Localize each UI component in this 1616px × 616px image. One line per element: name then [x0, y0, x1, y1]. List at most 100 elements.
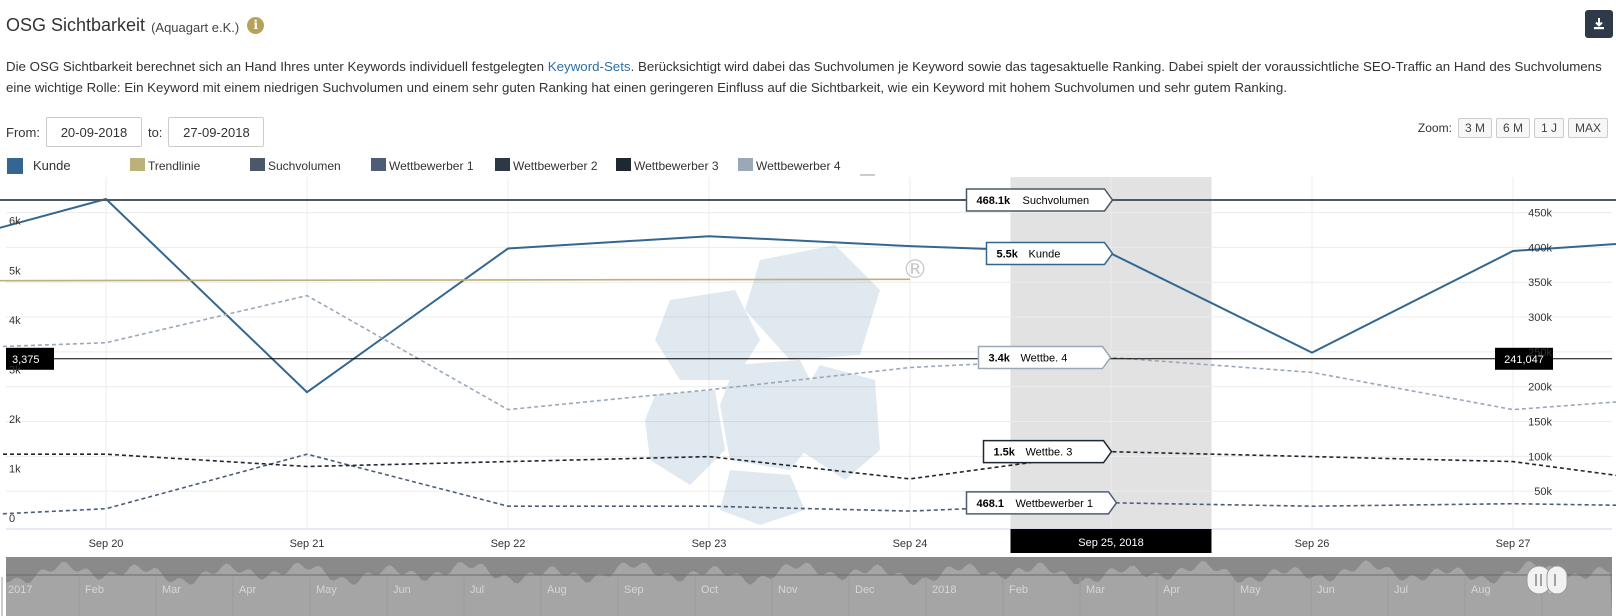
navigator-label: Mar [162, 584, 181, 596]
y-right-tick-label: 150k [1528, 417, 1552, 429]
legend-label: Trendlinie [148, 159, 201, 173]
x-tick-label: Sep 27 [1496, 538, 1531, 550]
legend-label: Suchvolumen [268, 159, 341, 173]
keyword-sets-link[interactable]: Keyword-Sets [547, 59, 631, 74]
tooltip-label: Wettbe. 3 [1026, 447, 1073, 459]
x-tick-label: Sep 23 [692, 538, 727, 550]
selected-date-label: Sep 25, 2018 [1078, 537, 1143, 549]
navigator-label: Jul [1394, 584, 1408, 596]
navigator-label: Feb [85, 584, 104, 596]
tooltip-value: 5.5k [997, 249, 1019, 261]
y-right-tick-label: 400k [1528, 242, 1552, 254]
y-right-tick-label: 300k [1528, 312, 1552, 324]
watermark-shape [720, 470, 805, 525]
tooltip-value: 468.1k [977, 195, 1012, 207]
legend-item-kunde[interactable]: Kunde [7, 158, 71, 174]
legend-swatch [7, 158, 23, 174]
watermark-shape [645, 390, 725, 485]
legend-item-suchvolumen[interactable]: Suchvolumen [250, 158, 341, 173]
crosshair-left-label: 3,375 [12, 354, 40, 366]
tooltip-box [985, 241, 1114, 266]
series-line-wettbewerber-4 [0, 294, 1616, 411]
plot-background [6, 150, 1612, 550]
tooltip-label: Kunde [1029, 249, 1061, 261]
navigator-label: Mar [1086, 584, 1105, 596]
legend-label: Wettbewerber 2 [513, 159, 598, 173]
info-icon[interactable]: i [247, 16, 265, 34]
navigator-label: Feb [1009, 584, 1028, 596]
navigator-label: 2017 [8, 584, 32, 596]
download-button[interactable] [1585, 10, 1613, 38]
series-line-kunde [0, 197, 1616, 394]
tooltip-label: Wettbewerber 1 [1016, 498, 1093, 510]
navigator-handle-right [1546, 565, 1568, 595]
tooltip-box [977, 345, 1112, 370]
tooltip-value: 1.5k [994, 447, 1016, 459]
zoom-6m-button[interactable]: 6 M [1495, 118, 1530, 138]
tooltip-label: Wettbe. 4 [1021, 353, 1068, 365]
to-date-input[interactable] [168, 117, 265, 147]
y-left-tick-label: 0 [9, 513, 15, 525]
y-right-tick-label: 100k [1528, 451, 1552, 463]
crosshair-right-label: 241,047 [1504, 354, 1544, 366]
chart-header: OSG Sichtbarkeit (Aquagart e.K.) i [6, 10, 265, 40]
tooltip-suchvolumen: 468.1k Suchvolumen [965, 188, 1114, 212]
visibility-chart: ® 3,375 241,047 0 1k 2k 3k 4k 5k 6k 50k 100k 150k 200… [0, 150, 1616, 616]
navigator-label: May [1240, 584, 1261, 596]
y-left-tick-label: 3k [9, 364, 21, 376]
navigator-series-area [6, 560, 1612, 616]
zoom-1j-button[interactable]: 1 J [1533, 118, 1564, 138]
navigator-label: Nov [778, 584, 798, 596]
series-line-wettbewerber-3 [0, 450, 1616, 480]
selected-date-label-box [1010, 529, 1212, 553]
from-label: From: [6, 124, 40, 140]
tooltip-value: 468.1 [977, 498, 1005, 510]
navigator-label: Sep [624, 584, 644, 596]
series-line-wettbewerber-1 [0, 453, 1616, 515]
watermark-registered-mark: ® [902, 255, 928, 285]
zoom-3m-button[interactable]: 3 M [1457, 118, 1492, 138]
legend-label: Kunde [33, 158, 71, 173]
navigator-handle[interactable] [1526, 565, 1568, 595]
legend-swatch [616, 158, 631, 171]
watermark-shape [655, 290, 760, 380]
navigator-label: Oct [701, 584, 718, 596]
navigator-label: Jul [470, 584, 484, 596]
legend-item-wettbewerber-3[interactable]: Wettbewerber 3 [616, 158, 719, 173]
zoom-max-button[interactable]: MAX [1567, 118, 1608, 138]
series-line-trendlinie [0, 278, 911, 282]
to-label: to: [147, 124, 163, 140]
crosshair-right-label-box [1495, 347, 1553, 370]
legend-item-trendlinie[interactable]: Trendlinie [130, 158, 201, 173]
legend-item-wettbewerber-2[interactable]: Wettbewerber 2 [495, 158, 598, 173]
navigator-label: Jun [1317, 584, 1335, 596]
legend-label: Wettbewerber 3 [634, 159, 719, 173]
from-date-input[interactable] [45, 117, 142, 147]
watermark-logo [645, 245, 880, 525]
navigator-label: Apr [239, 584, 256, 596]
navigator-label: Jun [393, 584, 411, 596]
tooltip-value: 3.4k [989, 353, 1011, 365]
legend-item-wettbewerber-4[interactable]: Wettbewerber 4 [738, 158, 841, 173]
y-left-tick-label: 4k [9, 315, 21, 327]
tooltip-box [982, 439, 1113, 464]
zoom-controls: Zoom: 3 M 6 M 1 J MAX [1418, 118, 1608, 138]
watermark-shape [720, 360, 830, 470]
navigator-label: May [316, 584, 337, 596]
legend-swatch [130, 158, 145, 171]
navigator-label: Aug [1471, 584, 1491, 596]
date-range: From: to: [6, 117, 270, 147]
x-tick-label: Sep 21 [290, 538, 325, 550]
x-tick-label: Sep 24 [893, 538, 928, 550]
y-right-tick-label: 50k [1534, 486, 1552, 498]
download-icon [1594, 18, 1604, 30]
legend-item-wettbewerber-1[interactable]: Wettbewerber 1 [371, 158, 474, 173]
y-left-tick-label: 1k [9, 463, 21, 475]
navigator-label: Apr [1163, 584, 1180, 596]
y-right-tick-label: 350k [1528, 277, 1552, 289]
zoom-label: Zoom: [1417, 121, 1452, 135]
page-title: OSG Sichtbarkeit [6, 14, 146, 35]
legend-label: Wettbewerber 4 [756, 159, 841, 173]
y-right-tick-label: 450k [1528, 208, 1552, 220]
legend-swatch [371, 158, 386, 171]
